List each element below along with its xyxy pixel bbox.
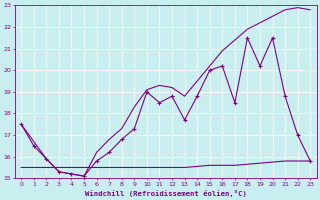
X-axis label: Windchill (Refroidissement éolien,°C): Windchill (Refroidissement éolien,°C)	[85, 190, 247, 197]
